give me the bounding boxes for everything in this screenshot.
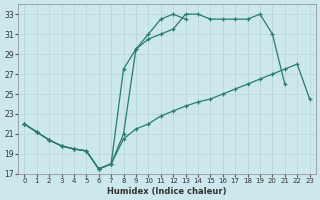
X-axis label: Humidex (Indice chaleur): Humidex (Indice chaleur)	[107, 187, 227, 196]
